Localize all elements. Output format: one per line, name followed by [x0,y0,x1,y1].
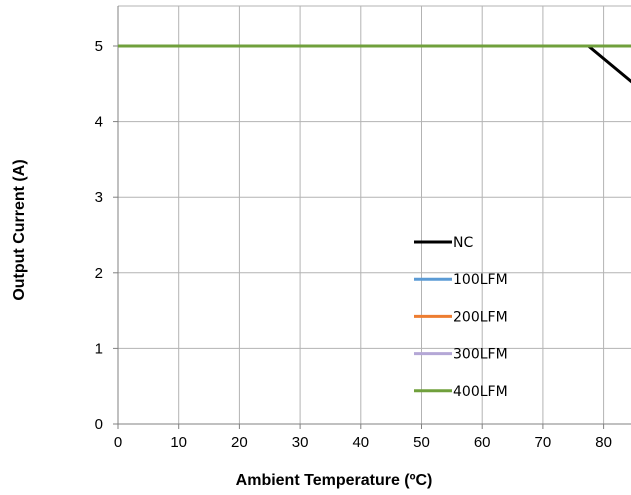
x-tick-label: 60 [474,434,491,451]
y-tick-label: 5 [95,38,103,55]
y-tick-label: 2 [95,265,103,282]
series-line-nc [118,44,631,84]
y-axis-title: Output Current (A) [11,159,28,300]
legend-label-200lfm: 200LFM [453,309,508,325]
y-tick-labels: 0 1 2 3 4 5 [95,38,103,433]
y-tick-label: 3 [95,189,103,206]
x-tick-label: 30 [292,434,309,451]
x-tick-label: 50 [413,434,430,451]
legend: NC 100LFM 200LFM 300LFM 400LFM [414,235,508,400]
grid-lines [118,5,631,424]
plot-frame [113,6,631,429]
x-tick-label: 0 [114,434,122,451]
y-tick-label: 1 [95,340,103,357]
legend-label-100lfm: 100LFM [453,272,508,288]
legend-label-nc: NC [453,235,473,251]
x-tick-labels: 0 10 20 30 40 50 60 70 80 [114,434,612,451]
x-tick-label: 40 [352,434,369,451]
series-lines [118,44,631,84]
y-tick-label: 0 [95,416,103,433]
x-tick-label: 10 [170,434,187,451]
x-tick-label: 20 [231,434,248,451]
x-tick-label: 70 [535,434,552,451]
x-axis-title: Ambient Temperature (ºC) [236,472,433,489]
legend-label-400lfm: 400LFM [453,384,508,400]
legend-label-300lfm: 300LFM [453,347,508,363]
x-tick-label: 80 [595,434,612,451]
y-tick-label: 4 [95,114,103,131]
